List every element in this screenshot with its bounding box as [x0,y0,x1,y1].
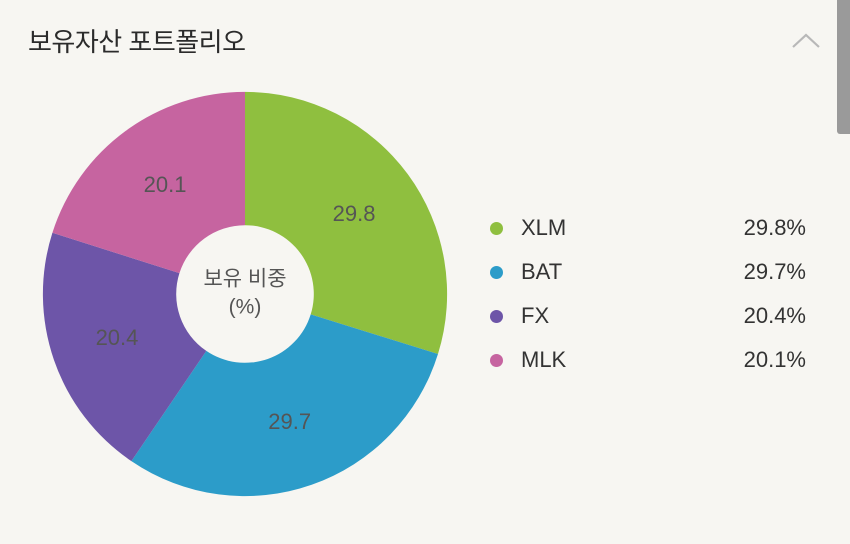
panel-content: 보유 비중 (%) 29.8 29.7 20.4 20.1 XLM 29.8% BAT 29… [0,69,850,509]
legend-dot-icon [490,354,503,367]
legend: XLM 29.8% BAT 29.7% FX 20.4% MLK 20.1% [460,206,850,382]
slice-label-bat: 29.7 [268,409,311,435]
legend-name: MLK [521,347,566,373]
legend-name: XLM [521,215,566,241]
slice-label-mlk: 20.1 [144,172,187,198]
panel-title: 보유자산 포트폴리오 [28,22,246,59]
legend-row-fx[interactable]: FX 20.4% [490,294,806,338]
legend-pct: 29.7% [744,259,806,285]
legend-name: FX [521,303,549,329]
legend-row-xlm[interactable]: XLM 29.8% [490,206,806,250]
center-label-line1: 보유 비중 [203,266,286,294]
legend-pct: 20.4% [744,303,806,329]
legend-pct: 29.8% [744,215,806,241]
slice-label-xlm: 29.8 [333,201,376,227]
legend-name: BAT [521,259,562,285]
center-label-line2: (%) [203,294,286,322]
legend-row-mlk[interactable]: MLK 20.1% [490,338,806,382]
scrollbar-thumb[interactable] [837,0,850,134]
legend-dot-icon [490,310,503,323]
legend-pct: 20.1% [744,347,806,373]
donut-chart: 보유 비중 (%) 29.8 29.7 20.4 20.1 [30,79,460,509]
donut-center-label: 보유 비중 (%) [203,266,286,323]
slice-label-fx: 20.4 [96,325,139,351]
chevron-up-icon [790,31,822,51]
collapse-toggle[interactable] [790,31,822,51]
legend-dot-icon [490,222,503,235]
panel-header: 보유자산 포트폴리오 [0,0,850,69]
legend-dot-icon [490,266,503,279]
legend-row-bat[interactable]: BAT 29.7% [490,250,806,294]
